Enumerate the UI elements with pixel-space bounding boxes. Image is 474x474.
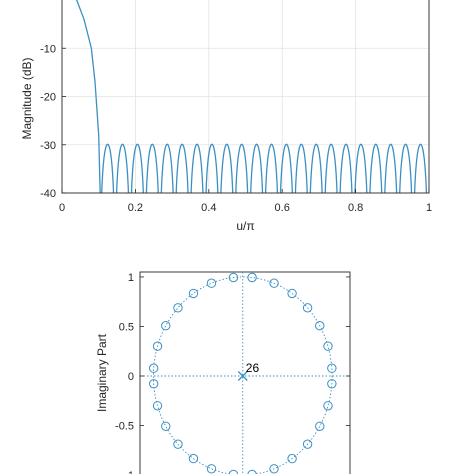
zero-marker <box>206 464 217 474</box>
unit-circle <box>152 276 333 474</box>
y-axis-label: Imaginary Part <box>95 333 109 412</box>
x-tick-label: 0.8 <box>348 202 363 214</box>
zero-marker <box>323 401 333 411</box>
y-tick-label: 1 <box>128 272 134 284</box>
zero-marker <box>323 341 333 351</box>
zero-marker <box>302 303 313 313</box>
x-tick-label: 0 <box>59 202 65 214</box>
y-tick-label: -30 <box>40 140 56 152</box>
zero-marker <box>327 363 337 373</box>
y-tick-label: -10 <box>40 43 56 55</box>
zero-marker <box>206 278 217 288</box>
x-axis-label: u/π <box>236 219 254 233</box>
y-tick-label: -0.5 <box>115 421 134 433</box>
zero-marker <box>173 303 183 313</box>
zero-marker <box>188 453 199 464</box>
x-tick-label: 0.2 <box>128 202 143 214</box>
zero-marker <box>152 341 163 351</box>
y-tick-label: -40 <box>40 188 56 200</box>
magnitude-series-line <box>75 0 428 193</box>
pole-stroke <box>237 371 248 381</box>
pole-marker <box>237 371 248 381</box>
pole-multiplicity-label: 26 <box>246 361 260 375</box>
y-axis-label: Magnitude (dB) <box>20 57 34 139</box>
zero-marker <box>269 464 279 474</box>
zero-marker <box>188 288 199 299</box>
magnitude-response-chart: 0 0.2 0.4 0.6 0.8 1 -10 -20 -30 -40 u/π Magnitude (… <box>20 0 432 233</box>
zero-marker <box>247 272 257 283</box>
plot-box <box>61 0 430 194</box>
y-tick-label: 0.5 <box>119 321 134 333</box>
zero-marker <box>228 272 239 283</box>
x-tick-label: 0.6 <box>275 202 290 214</box>
zero-marker <box>269 278 279 288</box>
zero-marker <box>161 421 171 431</box>
zero-marker <box>228 469 239 474</box>
zero-marker <box>148 363 159 373</box>
zero-marker <box>247 469 257 474</box>
zero-marker <box>315 421 325 431</box>
pole-zero-plot: 26 1 0.5 0 -0.5 -1 Imaginary Part <box>95 271 351 474</box>
y-tick-label: 0 <box>128 371 134 383</box>
x-tick-label: 1 <box>426 202 432 214</box>
zero-marker <box>173 439 183 449</box>
zero-marker <box>327 379 337 389</box>
zero-marker <box>315 321 325 331</box>
zero-marker <box>161 321 171 331</box>
x-tick-label: 0.4 <box>201 202 216 214</box>
y-tick-label: -20 <box>40 92 56 104</box>
zero-marker <box>287 288 297 299</box>
y-tick-label: -1 <box>124 470 134 474</box>
zero-marker <box>152 401 163 411</box>
zero-marker <box>302 439 313 449</box>
zero-marker <box>148 379 159 389</box>
zero-marker <box>287 453 297 464</box>
